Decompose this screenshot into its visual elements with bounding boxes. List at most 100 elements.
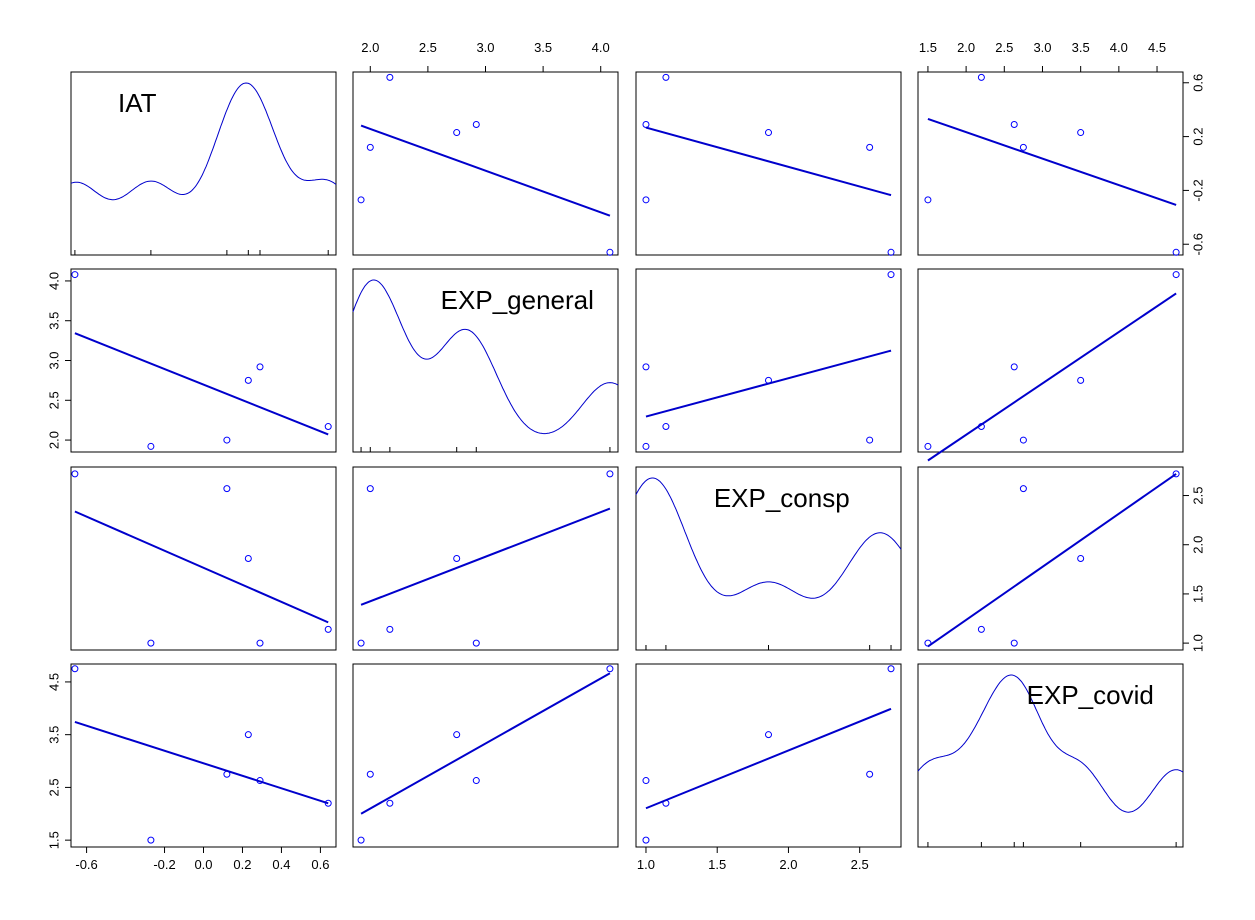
point-1-0-0 xyxy=(71,271,79,279)
panel-frame-1-2 xyxy=(635,268,902,453)
point-0-2-5 xyxy=(662,73,670,81)
regression-line-3-2 xyxy=(645,707,892,810)
point-0-1-4 xyxy=(472,120,480,128)
panel-frame-0-2 xyxy=(635,71,902,256)
point-1-0-2 xyxy=(223,436,231,444)
point-0-2-2 xyxy=(866,143,874,151)
point-1-2-5 xyxy=(662,423,670,431)
point-2-3-3 xyxy=(1077,555,1085,562)
left-tick-label-1-2: 3.0 xyxy=(46,351,61,369)
regression-line-1-3 xyxy=(927,292,1177,462)
panel-frame-0-3 xyxy=(917,71,1184,256)
point-2-1-5 xyxy=(386,625,394,633)
point-2-3-0 xyxy=(1172,470,1180,478)
point-2-0-2 xyxy=(223,485,231,493)
point-3-1-2 xyxy=(366,770,374,778)
diagonal-label-EXP_general: EXP_general xyxy=(441,285,594,315)
point-0-3-0 xyxy=(1172,248,1180,256)
panel-frame-2-0 xyxy=(70,466,337,651)
right-tick-label-2-0: 1.0 xyxy=(1190,634,1205,652)
top-tick-label-3-4: 3.5 xyxy=(1072,40,1090,55)
point-2-1-3 xyxy=(453,555,461,562)
point-0-1-3 xyxy=(453,129,461,137)
bottom-tick-label-2-2: 2.0 xyxy=(779,857,797,872)
panel-frame-0-1 xyxy=(352,71,619,256)
density-curve-IAT xyxy=(70,82,337,201)
top-tick-label-3-0: 1.5 xyxy=(919,40,937,55)
bottom-tick-label-0-1: -0.2 xyxy=(153,857,175,872)
point-1-2-4 xyxy=(642,363,650,371)
point-2-0-0 xyxy=(71,470,79,478)
bottom-tick-label-2-3: 2.5 xyxy=(851,857,869,872)
point-1-3-2 xyxy=(1019,436,1027,444)
point-3-2-3 xyxy=(765,731,772,739)
panel-frame-3-2 xyxy=(635,663,902,848)
regression-line-0-1 xyxy=(360,124,611,217)
left-tick-label-1-1: 2.5 xyxy=(46,391,61,409)
left-tick-label-3-0: 1.5 xyxy=(46,831,61,849)
panel-frame-1-3 xyxy=(917,268,1184,453)
panel-frame-3-3 xyxy=(917,663,1184,848)
regression-line-1-0 xyxy=(74,332,329,436)
density-curve-EXP_covid xyxy=(917,674,1184,813)
top-tick-label-1-1: 2.5 xyxy=(419,40,437,55)
right-tick-label-0-0: -0.6 xyxy=(1190,233,1205,255)
point-0-3-4 xyxy=(1010,120,1018,128)
point-3-0-0 xyxy=(71,665,79,673)
point-2-1-4 xyxy=(472,639,480,647)
top-tick-label-1-3: 3.5 xyxy=(534,40,552,55)
point-3-1-4 xyxy=(472,777,480,785)
right-tick-label-2-1: 1.5 xyxy=(1190,585,1205,603)
point-1-2-1 xyxy=(642,442,650,450)
point-1-0-1 xyxy=(147,442,155,450)
point-2-1-2 xyxy=(366,485,374,493)
regression-line-0-2 xyxy=(645,126,892,197)
point-3-0-3 xyxy=(244,731,252,739)
diagonal-label-EXP_covid: EXP_covid xyxy=(1027,680,1154,710)
point-3-2-2 xyxy=(866,770,874,778)
top-tick-label-3-2: 2.5 xyxy=(995,40,1013,55)
point-0-3-2 xyxy=(1019,143,1027,151)
left-tick-label-1-3: 3.5 xyxy=(46,312,61,330)
point-1-3-3 xyxy=(1077,376,1085,384)
top-tick-label-3-6: 4.5 xyxy=(1148,40,1166,55)
panel-frame-1-0 xyxy=(70,268,337,453)
top-tick-label-3-3: 3.0 xyxy=(1033,40,1051,55)
panel-frame-2-3 xyxy=(917,466,1184,651)
point-2-3-2 xyxy=(1019,485,1027,493)
regression-line-2-0 xyxy=(74,510,329,624)
point-1-3-1 xyxy=(924,442,932,450)
right-tick-label-0-1: -0.2 xyxy=(1190,179,1205,201)
point-2-1-1 xyxy=(357,639,365,647)
bottom-tick-label-0-0: -0.6 xyxy=(75,857,97,872)
point-1-0-4 xyxy=(256,363,264,371)
diagonal-label-IAT: IAT xyxy=(118,88,157,118)
point-2-3-4 xyxy=(1010,639,1018,647)
panel-frame-3-0 xyxy=(70,663,337,848)
diagonal-label-EXP_consp: EXP_consp xyxy=(714,483,850,513)
bottom-tick-label-0-4: 0.4 xyxy=(272,857,290,872)
point-3-1-0 xyxy=(606,665,614,673)
bottom-tick-label-2-0: 1.0 xyxy=(637,857,655,872)
top-tick-label-1-2: 3.0 xyxy=(476,40,494,55)
point-0-1-5 xyxy=(386,73,394,81)
point-0-1-1 xyxy=(357,196,365,204)
left-tick-label-3-3: 4.5 xyxy=(46,673,61,691)
point-0-1-2 xyxy=(366,143,374,151)
point-0-2-1 xyxy=(642,196,650,204)
bottom-tick-label-0-2: 0.0 xyxy=(194,857,212,872)
regression-line-3-0 xyxy=(74,721,329,805)
regression-line-2-1 xyxy=(360,507,611,606)
regression-line-0-3 xyxy=(927,117,1177,206)
point-3-2-1 xyxy=(642,836,650,844)
right-tick-label-0-2: 0.2 xyxy=(1190,128,1205,146)
point-3-0-1 xyxy=(147,836,155,844)
point-0-1-0 xyxy=(606,248,614,256)
top-tick-label-1-0: 2.0 xyxy=(361,40,379,55)
point-3-2-0 xyxy=(887,665,895,673)
point-2-0-4 xyxy=(256,639,264,647)
bottom-tick-label-0-5: 0.6 xyxy=(311,857,329,872)
point-3-1-3 xyxy=(453,731,461,739)
right-tick-label-0-3: 0.6 xyxy=(1190,74,1205,92)
